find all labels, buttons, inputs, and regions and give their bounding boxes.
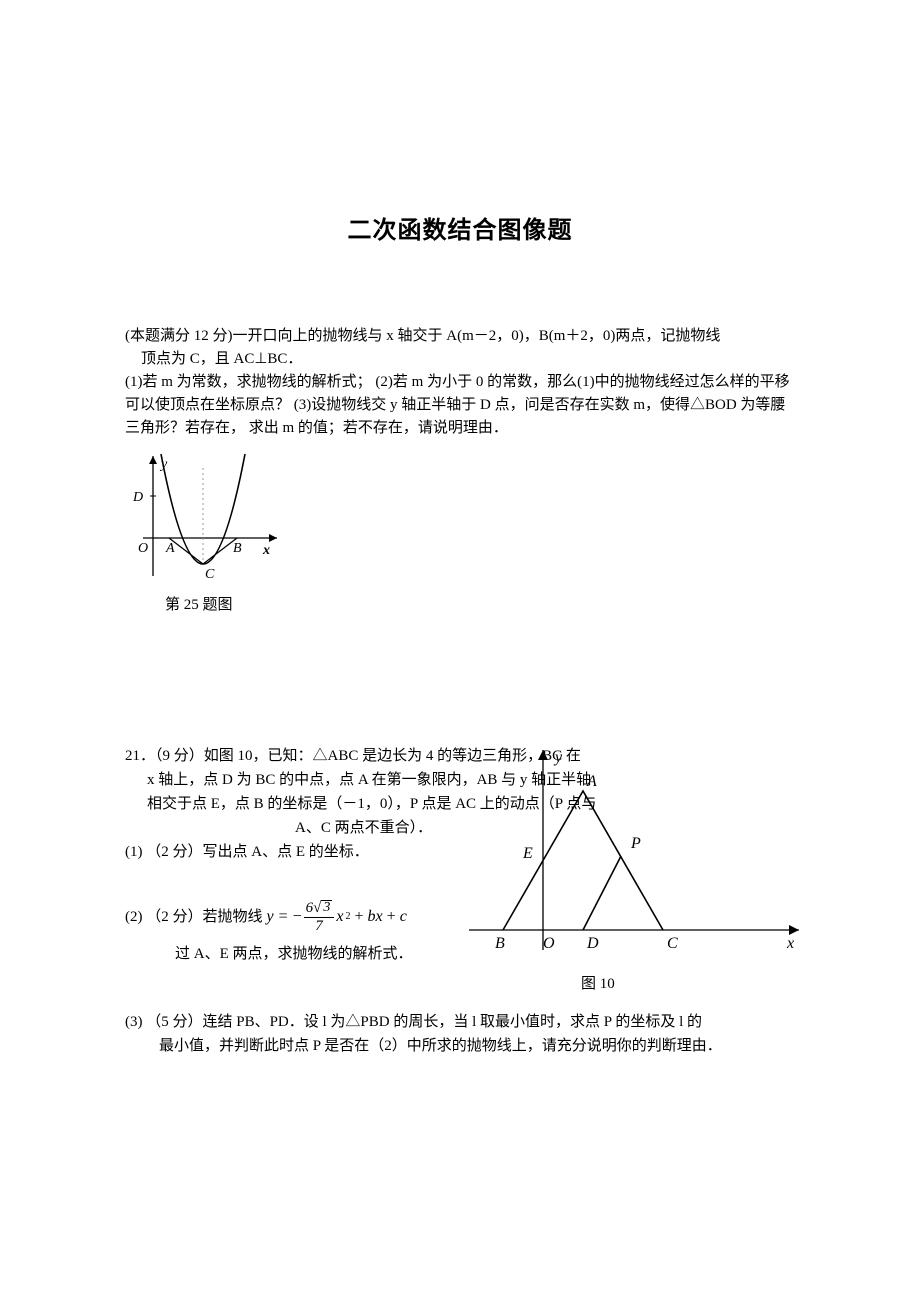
- p21c-line1: (3) （5 分）连结 PB、PD．设 l 为△PBD 的周长，当 l 取最小值…: [125, 1010, 795, 1034]
- svg-text:A: A: [586, 773, 597, 790]
- equation-y: y = − 6√3 7 x2 + bx + c: [267, 900, 407, 934]
- p1-line2: 顶点为 C，且 AC⊥BC．: [125, 348, 795, 371]
- p21c-line2: 最小值，并判断此时点 P 是否在（2）中所求的抛物线上，请充分说明你的判断理由．: [125, 1034, 795, 1058]
- svg-text:B: B: [495, 935, 505, 952]
- p21-part3: (3) （5 分）连结 PB、PD．设 l 为△PBD 的周长，当 l 取最小值…: [125, 1010, 795, 1058]
- svg-text:O: O: [543, 935, 555, 952]
- page-title: 二次函数结合图像题: [125, 210, 795, 245]
- svg-text:O: O: [138, 541, 148, 556]
- p21-part2-lead: (2) （2 分）若抛物线: [125, 905, 263, 929]
- svg-text:y: y: [159, 457, 168, 472]
- svg-text:P: P: [630, 835, 641, 852]
- svg-text:E: E: [522, 845, 533, 862]
- svg-text:y: y: [553, 749, 563, 766]
- figure-25: y x D O A B C 第 25 题图: [125, 446, 795, 614]
- problem-21: 21．（9 分）如图 10，已知：△ABC 是边长为 4 的等边三角形，BC 在…: [125, 744, 795, 1058]
- svg-text:D: D: [586, 935, 599, 952]
- problem-21-body: 21．（9 分）如图 10，已知：△ABC 是边长为 4 的等边三角形，BC 在…: [125, 744, 795, 966]
- figure-10: y x A P E B O D C 图 10: [469, 740, 809, 996]
- figure-25-svg: y x D O A B C: [125, 446, 295, 586]
- p1-line6: 求出 m 的值；若不存在，请说明理由．: [249, 420, 508, 436]
- svg-text:B: B: [233, 541, 242, 556]
- svg-text:C: C: [205, 567, 215, 582]
- figure-10-caption: 图 10: [469, 972, 809, 996]
- figure-25-caption: 第 25 题图: [165, 593, 795, 614]
- svg-text:D: D: [132, 490, 143, 505]
- page: 二次函数结合图像题 (本题满分 12 分)一开口向上的抛物线与 x 轴交于 A(…: [0, 0, 920, 1302]
- svg-text:A: A: [165, 541, 175, 556]
- svg-text:x: x: [262, 543, 270, 558]
- p1-line1: (本题满分 12 分)一开口向上的抛物线与 x 轴交于 A(m－2，0)，B(m…: [125, 328, 720, 344]
- svg-text:C: C: [667, 935, 678, 952]
- problem-1: (本题满分 12 分)一开口向上的抛物线与 x 轴交于 A(m－2，0)，B(m…: [125, 325, 795, 440]
- p1-line3: (1)若 m 为常数，求抛物线的解析式；: [125, 374, 372, 390]
- svg-text:x: x: [786, 935, 794, 952]
- figure-10-svg: y x A P E B O D C: [469, 740, 809, 960]
